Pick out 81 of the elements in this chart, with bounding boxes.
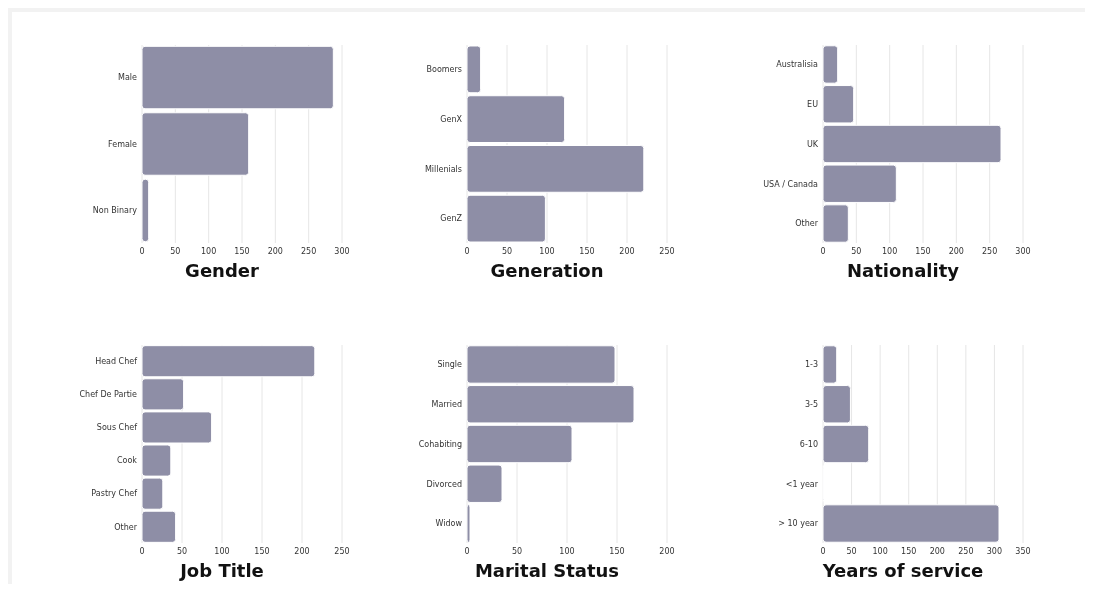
y-tick-label: Female [108, 139, 138, 149]
y-tick-label: GenZ [440, 214, 463, 224]
x-tick-label: 50 [511, 547, 523, 556]
y-tick-label: Sous Chef [96, 423, 138, 433]
x-tick-label: 250 [334, 547, 350, 556]
x-tick-label: 250 [301, 247, 317, 256]
x-tick-label: 350 [1015, 547, 1031, 556]
y-tick-label: Head Chef [95, 357, 138, 367]
y-tick-label: Non Binary [92, 206, 138, 216]
y-tick-label: UK [806, 139, 819, 149]
x-tick-label: 200 [267, 247, 283, 256]
x-tick-label: 0 [820, 247, 826, 256]
x-tick-label: 0 [464, 247, 470, 256]
y-tick-label: Cook [116, 456, 138, 466]
bar [822, 504, 1000, 543]
x-tick-label: 250 [659, 247, 675, 256]
x-tick-label: 200 [948, 247, 964, 256]
x-tick-label: 200 [659, 547, 675, 556]
y-tick-label: Divorced [426, 479, 462, 489]
x-tick-label: 150 [915, 247, 931, 256]
y-tick-label: Boomers [426, 65, 462, 75]
y-tick-label: > 10 year [778, 519, 819, 529]
y-tick-label: Chef De Partie [79, 390, 138, 400]
x-tick-label: 100 [882, 247, 898, 256]
x-tick-label: 50 [501, 247, 513, 256]
x-tick-label: 50 [846, 547, 857, 556]
x-tick-label: 50 [170, 247, 181, 256]
text: Generation [490, 260, 604, 281]
bar [466, 95, 566, 144]
x-tick-label: 100 [201, 247, 217, 256]
text: Marital Status [474, 560, 620, 581]
bar [466, 45, 482, 94]
y-tick-label: Millenials [424, 164, 462, 174]
x-tick-label: 0 [820, 547, 826, 556]
y-tick-label: 3-5 [804, 400, 818, 410]
text: Nationality [847, 260, 960, 281]
x-tick-label: 200 [294, 547, 310, 556]
y-tick-label: Married [431, 400, 462, 410]
x-tick-label: 150 [254, 547, 270, 556]
y-tick-label: 1-3 [804, 360, 818, 370]
x-tick-label: 100 [539, 247, 555, 256]
text: Gender [185, 260, 259, 281]
y-tick-label: Other [795, 219, 819, 229]
y-tick-label: EU [807, 100, 819, 110]
y-tick-label: Cohabiting [418, 439, 462, 449]
x-tick-label: 0 [139, 247, 145, 256]
x-tick-label: 200 [929, 547, 945, 556]
bar [466, 144, 645, 193]
x-tick-label: 100 [214, 547, 230, 556]
bar [141, 112, 250, 176]
x-tick-label: 100 [872, 547, 888, 556]
x-tick-label: 150 [609, 547, 625, 556]
x-tick-label: 300 [986, 547, 1003, 556]
x-tick-label: 50 [851, 247, 862, 256]
x-tick-label: 150 [901, 547, 917, 556]
bar [141, 45, 334, 110]
x-tick-label: 50 [176, 547, 188, 556]
bar [466, 194, 546, 243]
x-tick-label: 0 [464, 547, 470, 556]
y-tick-label: GenX [440, 114, 463, 124]
y-tick-label: Pastry Chef [91, 489, 138, 499]
y-tick-label: Single [437, 360, 463, 370]
x-tick-label: 300 [1015, 247, 1031, 256]
bar [141, 178, 150, 243]
y-tick-label: 6-10 [799, 439, 818, 449]
y-tick-label: Male [118, 73, 138, 83]
x-tick-label: 250 [958, 547, 974, 556]
x-tick-label: 300 [334, 247, 350, 256]
x-tick-label: 200 [619, 247, 635, 256]
text: Years of service [821, 560, 984, 581]
text: Job Title [178, 560, 264, 581]
y-tick-label: Other [114, 522, 138, 532]
x-tick-label: 0 [139, 547, 145, 556]
y-tick-label: USA / Canada [763, 179, 819, 189]
y-tick-label: Australisia [776, 60, 819, 70]
x-tick-label: 150 [579, 247, 595, 256]
y-tick-label: <1 year [785, 479, 819, 489]
x-tick-label: 250 [982, 247, 998, 256]
x-tick-label: 150 [234, 247, 250, 256]
x-tick-label: 100 [559, 547, 575, 556]
y-tick-label: Widow [435, 519, 463, 529]
